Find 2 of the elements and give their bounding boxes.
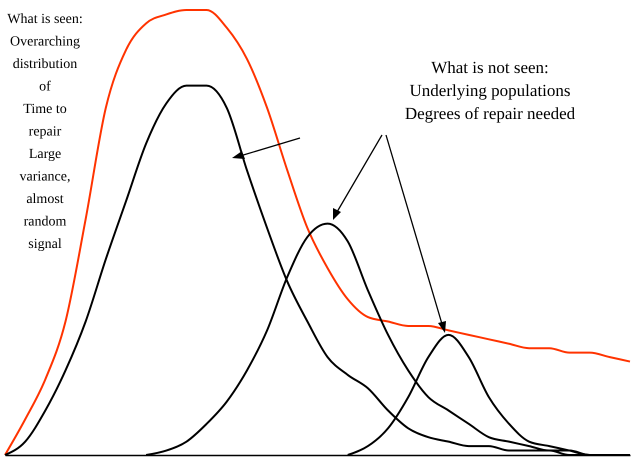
annotation: What is not seen: Underlying populations Degrees of repair needed [404, 58, 576, 123]
text: What is seen: Overarching distribution of Time to repair Large variance, almost random signal [7, 12, 83, 252]
